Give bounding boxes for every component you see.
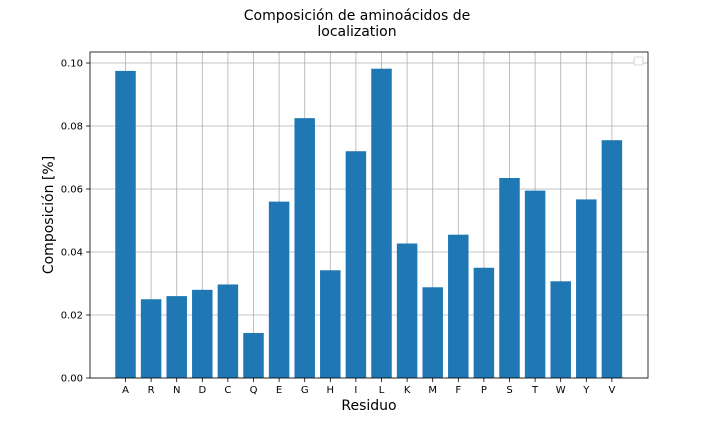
bar-R xyxy=(140,299,162,378)
x-tick-label: P xyxy=(481,385,487,396)
x-tick-label: M xyxy=(428,385,437,396)
bar-V xyxy=(601,140,623,378)
bar-E xyxy=(268,201,290,378)
bar-Y xyxy=(576,199,597,378)
legend-box xyxy=(633,56,644,66)
plot-frame xyxy=(89,51,649,379)
x-tick-label: V xyxy=(608,385,615,396)
y-axis-ticks: 0.00 0.02 0.04 0.06 0.08 0.10 xyxy=(61,59,90,385)
x-tick-label: H xyxy=(327,385,335,396)
y-tick-label: 0.06 xyxy=(61,185,83,196)
y-axis-label: Composición [%] xyxy=(41,156,57,274)
bar-I xyxy=(345,151,367,378)
x-tick-label: C xyxy=(224,385,231,396)
bar-N xyxy=(166,296,187,378)
x-tick-label: A xyxy=(122,385,129,396)
bar-L xyxy=(371,68,392,378)
bars xyxy=(115,68,623,378)
x-tick-label: N xyxy=(173,385,180,396)
bar-W xyxy=(550,281,571,378)
chart-title-line-2: localization xyxy=(317,24,396,40)
x-tick-label: R xyxy=(148,385,155,396)
x-tick-label: Q xyxy=(250,385,258,396)
bar-D xyxy=(192,289,213,378)
y-tick-label: 0.08 xyxy=(61,122,83,133)
x-tick-label: Y xyxy=(582,385,590,396)
x-tick-label: D xyxy=(198,385,206,396)
bar-T xyxy=(524,190,546,378)
bar-S xyxy=(499,177,520,378)
x-tick-label: S xyxy=(506,385,512,396)
y-tick-label: 0.00 xyxy=(61,374,83,385)
x-tick-label: I xyxy=(354,385,357,396)
bar-A xyxy=(115,70,136,378)
bar-F xyxy=(448,234,469,378)
bar-P xyxy=(473,267,495,378)
bar-K xyxy=(396,243,418,378)
x-tick-label: G xyxy=(301,385,309,396)
bar-C xyxy=(217,284,239,378)
chart-title-line-1: Composición de aminoácidos de xyxy=(244,8,470,24)
x-tick-label: L xyxy=(379,385,385,396)
bar-H xyxy=(320,270,341,378)
bar-M xyxy=(422,287,443,378)
bar-Q xyxy=(243,332,264,378)
bar-G xyxy=(294,118,315,378)
x-tick-label: W xyxy=(556,385,566,396)
y-tick-label: 0.02 xyxy=(61,311,83,322)
x-tick-label: E xyxy=(276,385,282,396)
y-tick-label: 0.04 xyxy=(61,248,83,259)
x-tick-label: T xyxy=(531,385,539,396)
x-tick-label: K xyxy=(404,385,411,396)
x-tick-label: F xyxy=(455,385,461,396)
x-axis-label: Residuo xyxy=(341,398,396,414)
y-tick-label: 0.10 xyxy=(61,59,83,70)
